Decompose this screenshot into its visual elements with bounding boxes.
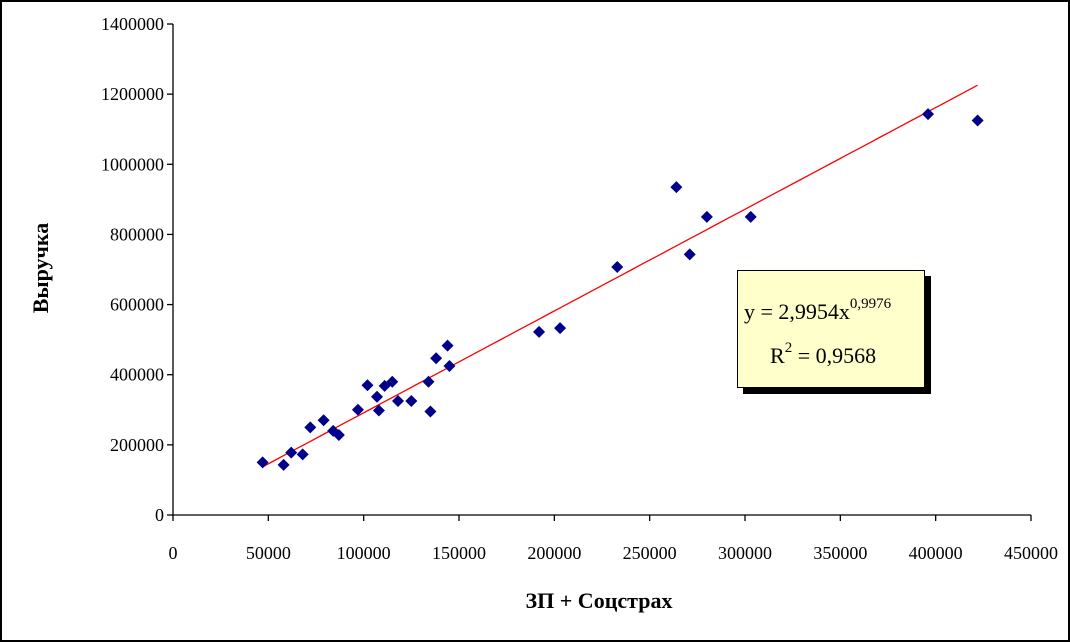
data-point	[296, 448, 309, 461]
y-tick-label: 600000	[110, 295, 164, 315]
data-point	[670, 181, 683, 194]
data-point	[744, 210, 757, 223]
trendline-equation-box: y = 2,9954x0,9976 R2 = 0,9568	[737, 270, 925, 388]
equation-text: y = 2,9954x	[744, 299, 850, 324]
data-point	[700, 210, 713, 223]
data-point	[430, 352, 443, 365]
data-point	[405, 395, 418, 408]
data-point	[422, 375, 435, 388]
y-tick-label: 400000	[110, 365, 164, 385]
x-axis-title: ЗП + Соцстрах	[526, 588, 673, 613]
data-point	[611, 261, 624, 274]
r-squared-line: R2 = 0,9568	[770, 340, 877, 369]
data-point	[351, 403, 364, 416]
data-point	[922, 108, 935, 121]
data-point	[332, 429, 345, 442]
data-point	[424, 405, 437, 418]
data-point	[361, 379, 374, 392]
data-point	[443, 359, 456, 372]
r2-power: 2	[784, 340, 793, 356]
x-tick-label: 50000	[246, 543, 291, 563]
equation-line: y = 2,9954x0,9976	[744, 296, 892, 325]
y-tick-label: 1400000	[101, 14, 164, 34]
x-tick-label: 450000	[1004, 543, 1058, 563]
x-tick-label: 0	[169, 543, 178, 563]
axes: 0200000400000600000800000100000012000001…	[101, 14, 1058, 563]
data-point	[386, 375, 399, 388]
data-point	[277, 458, 290, 471]
data-point	[533, 325, 546, 338]
y-tick-label: 1000000	[101, 154, 164, 174]
trendline	[262, 84, 978, 468]
r2-prefix: R	[770, 343, 785, 368]
x-tick-label: 200000	[527, 543, 581, 563]
r2-value: = 0,9568	[792, 343, 877, 368]
data-point	[391, 395, 404, 408]
data-point	[317, 414, 330, 427]
y-axis-title: Выручка	[28, 223, 53, 314]
x-tick-label: 350000	[813, 543, 867, 563]
x-tick-label: 300000	[718, 543, 772, 563]
points-group	[256, 108, 984, 471]
data-point	[971, 114, 984, 127]
y-tick-label: 1200000	[101, 84, 164, 104]
y-tick-label: 0	[155, 505, 164, 525]
y-tick-label: 800000	[110, 224, 164, 244]
data-point	[285, 446, 298, 459]
data-point	[683, 248, 696, 261]
data-point	[554, 322, 567, 335]
data-point	[372, 404, 385, 417]
y-tick-label: 200000	[110, 435, 164, 455]
equation-exponent: 0,9976	[849, 296, 892, 312]
x-tick-label: 400000	[909, 543, 963, 563]
x-tick-label: 250000	[623, 543, 677, 563]
data-point	[371, 390, 384, 403]
data-point	[304, 421, 317, 434]
data-point	[256, 456, 269, 469]
x-tick-label: 100000	[337, 543, 391, 563]
x-tick-label: 150000	[432, 543, 486, 563]
data-point	[441, 339, 454, 352]
trendline-group	[262, 84, 978, 468]
